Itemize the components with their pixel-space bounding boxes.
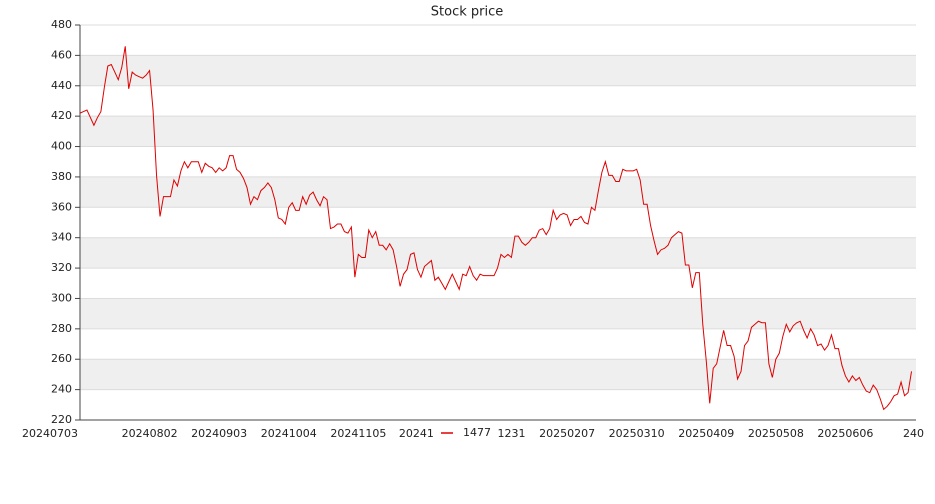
y-tick-label: 340	[51, 231, 72, 244]
x-tick-label: 20241004	[261, 427, 317, 440]
x-tick-label: 20241	[399, 427, 434, 440]
x-tick-label: 20250310	[609, 427, 665, 440]
grid-band	[80, 116, 916, 147]
x-tick-label: 1231	[498, 427, 526, 440]
y-tick-label: 400	[51, 140, 72, 153]
x-tick-label: 20250508	[748, 427, 804, 440]
x-tick-label: 20240703	[22, 427, 78, 440]
y-tick-label: 220	[51, 413, 72, 426]
line-series	[79, 46, 913, 411]
grid-band	[80, 298, 916, 329]
y-tick-label: 320	[51, 261, 72, 274]
x-tick-label: 240	[903, 427, 924, 440]
y-tick-label: 480	[51, 18, 72, 31]
legend-box	[437, 424, 495, 442]
y-tick-label: 360	[51, 200, 72, 213]
x-tick-label: 20240802	[122, 427, 178, 440]
y-tick-label: 420	[51, 109, 72, 122]
y-tick-label: 280	[51, 322, 72, 335]
x-tick-label: 20241105	[330, 427, 386, 440]
y-tick-label: 300	[51, 291, 72, 304]
y-tick-label: 460	[51, 48, 72, 61]
grid-band	[80, 237, 916, 269]
x-tick-label: 20250207	[539, 427, 595, 440]
x-tick-label: 20250606	[817, 427, 873, 440]
y-tick-label: 380	[51, 170, 72, 183]
grid-band	[80, 55, 916, 86]
y-tick-label: 440	[51, 79, 72, 92]
grid-band	[80, 359, 916, 390]
grid-band	[80, 176, 916, 208]
x-tick-label: 20250409	[678, 427, 734, 440]
x-tick-label: 20240903	[191, 427, 247, 440]
y-tick-label: 260	[51, 352, 72, 365]
chart-title: Stock price	[431, 5, 503, 20]
y-tick-label: 240	[51, 383, 72, 396]
legend-label: 1477	[463, 426, 491, 439]
